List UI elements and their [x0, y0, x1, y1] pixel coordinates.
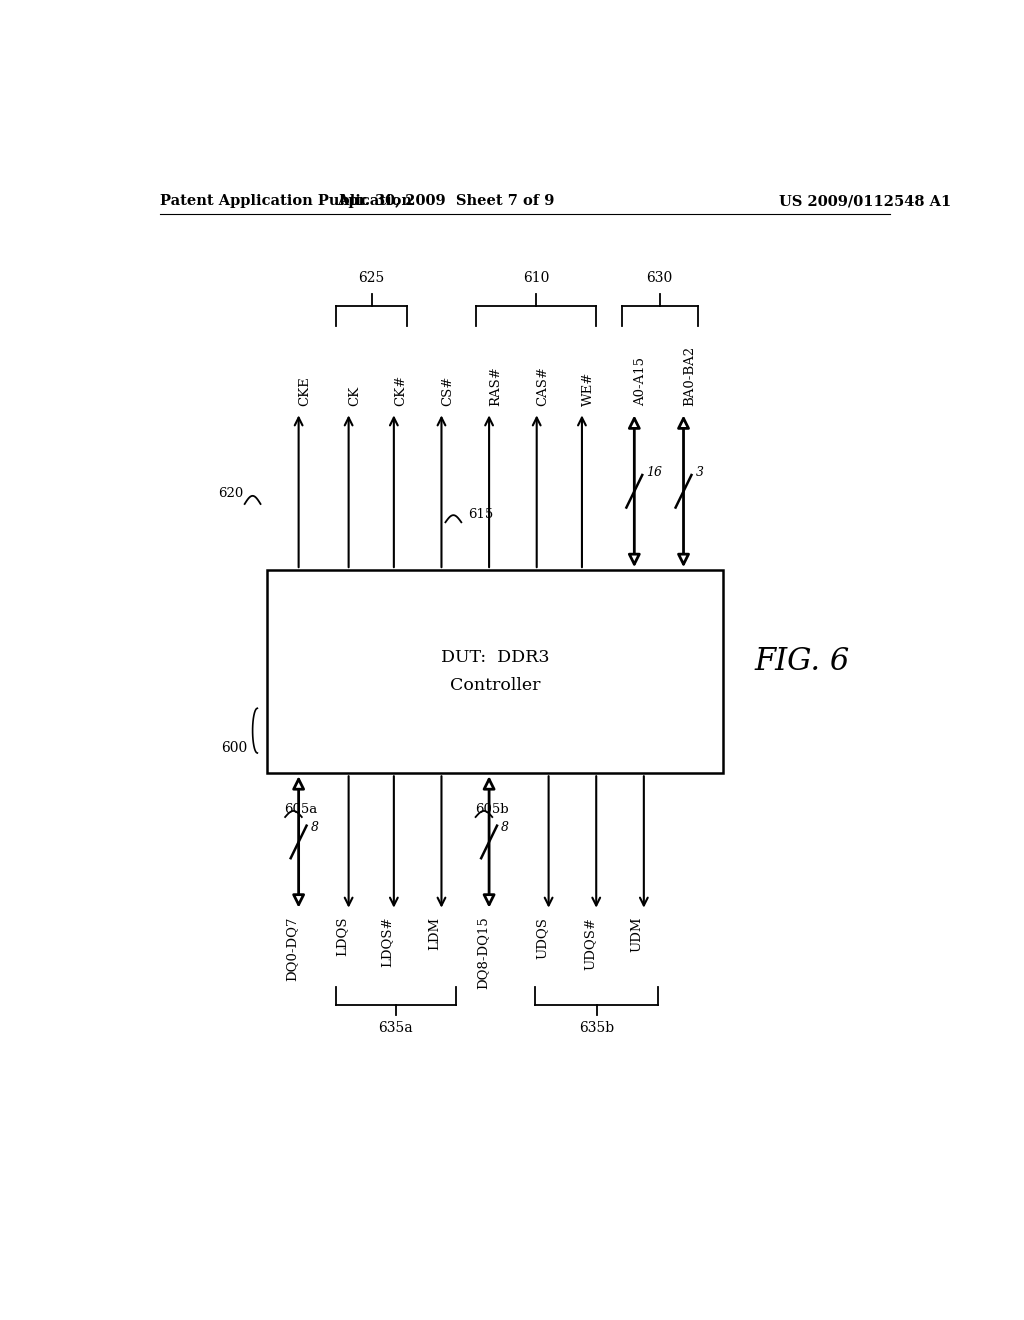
Text: 630: 630 [646, 272, 673, 285]
Text: CAS#: CAS# [537, 367, 550, 407]
Text: 620: 620 [218, 487, 243, 500]
Text: WE#: WE# [582, 372, 595, 407]
Text: UDQS#: UDQS# [584, 916, 596, 970]
Text: 635b: 635b [579, 1022, 614, 1035]
Text: DUT:  DDR3
Controller: DUT: DDR3 Controller [440, 649, 549, 694]
Text: 605b: 605b [475, 804, 509, 816]
Text: 16: 16 [646, 466, 663, 479]
Text: DQ8-DQ15: DQ8-DQ15 [476, 916, 489, 990]
Bar [267, 570, 723, 774]
Text: RAS#: RAS# [489, 367, 502, 407]
Text: 3: 3 [695, 466, 703, 479]
Text: CK: CK [348, 387, 361, 407]
Text: CKE: CKE [299, 376, 311, 407]
Text: 615: 615 [468, 508, 494, 520]
Text: DQ0-DQ7: DQ0-DQ7 [286, 916, 299, 981]
Text: 625: 625 [358, 272, 385, 285]
Text: CK#: CK# [394, 375, 407, 407]
Text: 635a: 635a [379, 1022, 413, 1035]
Text: CS#: CS# [441, 376, 455, 407]
Text: A0-A15: A0-A15 [634, 358, 647, 407]
Text: US 2009/0112548 A1: US 2009/0112548 A1 [778, 194, 951, 209]
Text: 605a: 605a [285, 804, 317, 816]
Text: LDQS: LDQS [336, 916, 348, 956]
Text: FIG. 6: FIG. 6 [755, 645, 850, 677]
Text: UDQS: UDQS [536, 916, 549, 958]
Text: Apr. 30, 2009  Sheet 7 of 9: Apr. 30, 2009 Sheet 7 of 9 [337, 194, 554, 209]
Text: LDM: LDM [428, 916, 441, 950]
Text: Patent Application Publication: Patent Application Publication [160, 194, 412, 209]
Text: 610: 610 [522, 272, 549, 285]
Text: UDM: UDM [631, 916, 644, 952]
Text: 600: 600 [221, 741, 247, 755]
Text: LDQS#: LDQS# [381, 916, 394, 968]
Text: BA0-BA2: BA0-BA2 [684, 346, 696, 407]
Text: 8: 8 [310, 821, 318, 834]
Text: 8: 8 [501, 821, 509, 834]
